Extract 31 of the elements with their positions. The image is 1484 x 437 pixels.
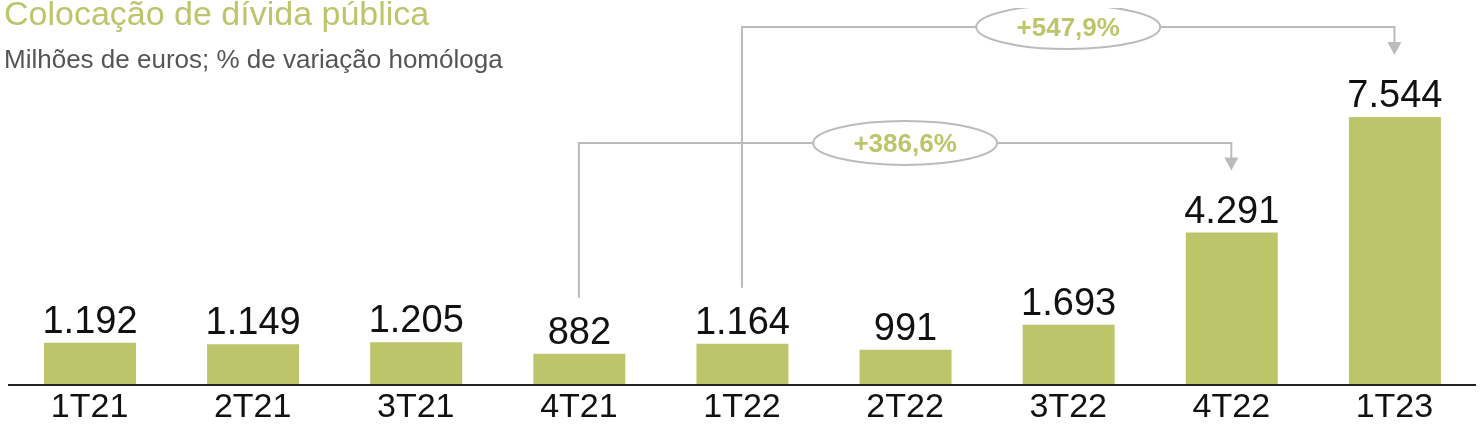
- x-tick-label: 3T22: [1029, 386, 1107, 425]
- bar: [696, 343, 789, 385]
- x-tick-label: 2T22: [866, 386, 944, 425]
- bar: [1022, 324, 1115, 385]
- x-tick-label: 3T21: [377, 386, 455, 425]
- data-label: 1.205: [368, 298, 464, 341]
- annotation: +386,6%: [853, 128, 957, 158]
- bar: [1185, 232, 1278, 385]
- x-tick-label: 4T21: [540, 386, 618, 425]
- bar: [533, 353, 626, 385]
- x-tick-label: 1T22: [703, 386, 781, 425]
- data-label: 991: [873, 305, 938, 348]
- data-label: 4.291: [1184, 188, 1280, 231]
- data-label: 7.544: [1347, 73, 1443, 115]
- x-tick-label: 4T22: [1192, 386, 1271, 425]
- x-tick-label: 1T23: [1355, 386, 1434, 425]
- bar: [44, 342, 136, 385]
- data-label: 882: [547, 309, 612, 352]
- data-label: 1.192: [42, 298, 138, 341]
- text: +547,9%: [1016, 12, 1120, 42]
- x-tick-label: 2T21: [213, 386, 292, 425]
- chart-title: Colocação de dívida pública: [4, 0, 430, 33]
- data-label: 1.164: [694, 299, 790, 342]
- bar: [370, 342, 463, 385]
- data-label: 1.693: [1021, 280, 1117, 323]
- x-tick-label: 1T21: [50, 386, 129, 425]
- bar: [859, 349, 952, 385]
- bar: [1348, 117, 1441, 385]
- data-label: 1.149: [205, 300, 301, 343]
- bar: [207, 344, 300, 385]
- chart-subtitle: Milhões de euros; % de variação homóloga: [4, 44, 503, 75]
